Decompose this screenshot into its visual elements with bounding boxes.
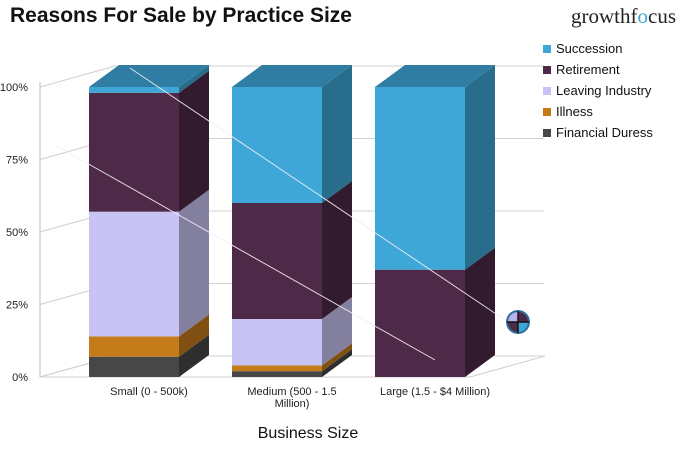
legend-swatch [543, 128, 551, 137]
y-tick-label: 50% [6, 227, 28, 239]
glare-line [129, 67, 506, 321]
legend-item: Leaving Industry [543, 80, 653, 101]
legend-swatch [543, 86, 551, 95]
bar-segment [89, 356, 179, 377]
bar-segment-side [322, 65, 352, 203]
bar-segment-side [322, 181, 352, 319]
globe-icon-quarter [518, 322, 528, 332]
bar-segment [232, 203, 322, 319]
legend-label: Leaving Industry [556, 83, 652, 98]
legend-item: Financial Duress [543, 122, 653, 143]
bar-top [232, 65, 352, 87]
legend-label: Illness [556, 104, 593, 119]
bar-segment [375, 87, 465, 270]
legend-item: Retirement [543, 59, 653, 80]
globe-icon-quarter [518, 312, 528, 322]
y-tick-label: 0% [12, 372, 28, 384]
gridline-side [39, 65, 116, 88]
brand-logo-accent: o [637, 4, 649, 28]
globe-icon-quarter [508, 312, 518, 322]
bar-segment [89, 87, 179, 93]
bar-segment [89, 92, 179, 212]
brand-logo: growthfocus [571, 4, 676, 29]
globe-icon-quarter [508, 322, 518, 332]
legend-item: Succession [543, 38, 653, 59]
bar-segment [232, 371, 322, 377]
bar-segment [232, 87, 322, 203]
legend-label: Retirement [556, 62, 620, 77]
legend-swatch [543, 65, 551, 74]
bar-segment-side [179, 70, 209, 212]
bar-segment-side [179, 65, 209, 93]
bar-segment-side [179, 189, 209, 337]
legend-swatch [543, 107, 551, 116]
legend-label: Succession [556, 41, 623, 56]
bar-segment [89, 336, 179, 357]
x-tick-label: Million) [275, 398, 310, 410]
bar-segment [375, 269, 465, 377]
bar-top [89, 65, 209, 87]
bar-segment-side [322, 343, 352, 372]
chart-title: Reasons For Sale by Practice Size [10, 4, 352, 27]
bar-segment [89, 211, 179, 337]
bar-segment-side [322, 297, 352, 366]
y-tick-label: 25% [6, 300, 28, 312]
bar-segment-side [179, 314, 209, 357]
bar-segment-side [465, 65, 495, 270]
bar-segment-side [322, 349, 352, 377]
x-tick-label: Small (0 - 500k) [110, 386, 188, 398]
legend-item: Illness [543, 101, 653, 122]
bar-segment [232, 365, 322, 372]
x-axis-title: Business Size [257, 425, 359, 442]
bar-segment-side [465, 247, 495, 377]
legend-swatch [543, 44, 551, 53]
x-tick-label: Medium (500 - 1.5 [247, 386, 336, 398]
y-tick-label: 75% [6, 155, 28, 167]
legend-label: Financial Duress [556, 125, 653, 140]
chart-legend: Succession Retirement Leaving Industry Illn… [543, 38, 653, 143]
bar-segment-side [179, 334, 209, 377]
brand-logo-text-end: cus [648, 4, 676, 28]
brand-logo-text-start: growthf [571, 4, 638, 28]
glare-line [54, 144, 436, 361]
x-tick-label: Large (1.5 - $4 Million) [380, 386, 490, 398]
bar-top [375, 65, 495, 87]
globe-icon [506, 310, 530, 334]
y-tick-label: 100% [0, 82, 28, 94]
bar-segment [232, 319, 322, 366]
